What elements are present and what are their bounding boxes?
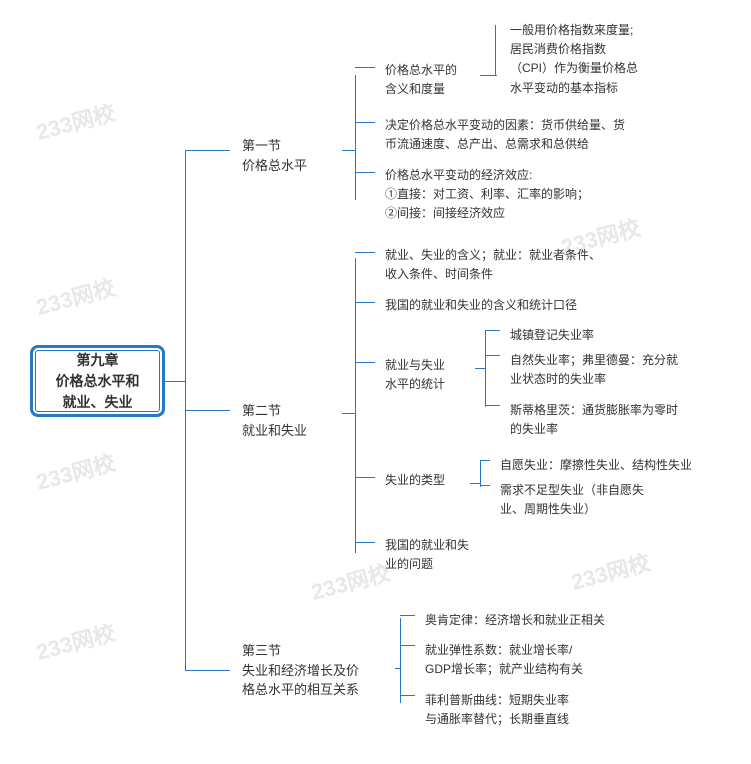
s2-item-1: 我国的就业和失业的含义和统计口径 bbox=[375, 290, 665, 321]
watermark: 233网校 bbox=[32, 445, 118, 497]
s2-item-2: 就业与失业水平的统计 bbox=[375, 350, 480, 400]
watermark: 233网校 bbox=[32, 95, 118, 147]
s1-item-1: 决定价格总水平变动的因素：货币供给量、货币流通速度、总产出、总需求和总供给 bbox=[375, 110, 710, 160]
s1-item-2: 价格总水平变动的经济效应:①直接：对工资、利率、汇率的影响；②间接：间接经济效应 bbox=[375, 160, 655, 230]
s3-item-1: 就业弹性系数：就业增长率/GDP增长率；就产业结构有关 bbox=[415, 635, 675, 685]
s3-item-2: 菲利普斯曲线：短期失业率与通胀率替代；长期垂直线 bbox=[415, 685, 650, 735]
s1-sub: 一般用价格指数来度量;居民消费价格指数（CPI）作为衡量价格总水平变动的基本指标 bbox=[500, 15, 720, 104]
s2-item-4: 我国的就业和失业的问题 bbox=[375, 530, 525, 580]
section-2: 第二节就业和失业 bbox=[232, 395, 342, 446]
s2-sub-2-2: 斯蒂格里茨：通货膨胀率为零时的失业率 bbox=[500, 395, 725, 445]
section-3: 第三节失业和经济增长及价格总水平的相互关系 bbox=[232, 635, 397, 706]
root-node: 第九章价格总水平和就业、失业 bbox=[30, 345, 165, 417]
watermark: 233网校 bbox=[32, 615, 118, 667]
watermark: 233网校 bbox=[567, 545, 653, 597]
s2-sub-2-1: 自然失业率；弗里德曼：充分就业状态时的失业率 bbox=[500, 345, 725, 395]
watermark: 233网校 bbox=[32, 270, 118, 322]
s2-item-0: 就业、失业的含义；就业：就业者条件、收入条件、时间条件 bbox=[375, 240, 675, 290]
section-1: 第一节价格总水平 bbox=[232, 130, 342, 181]
s2-item-3: 失业的类型 bbox=[375, 465, 475, 496]
s3-item-0: 奥肯定律：经济增长和就业正相关 bbox=[415, 605, 695, 636]
s1-item-0: 价格总水平的含义和度量 bbox=[375, 55, 485, 105]
s2-sub-3-1: 需求不足型失业（非自愿失业、周期性失业） bbox=[490, 475, 720, 525]
